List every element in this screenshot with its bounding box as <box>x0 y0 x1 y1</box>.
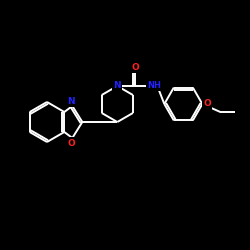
Text: O: O <box>68 138 75 147</box>
Text: N: N <box>68 96 75 106</box>
Text: N: N <box>114 80 121 90</box>
Text: NH: NH <box>148 80 161 90</box>
Text: O: O <box>132 62 139 72</box>
Text: O: O <box>204 100 211 108</box>
